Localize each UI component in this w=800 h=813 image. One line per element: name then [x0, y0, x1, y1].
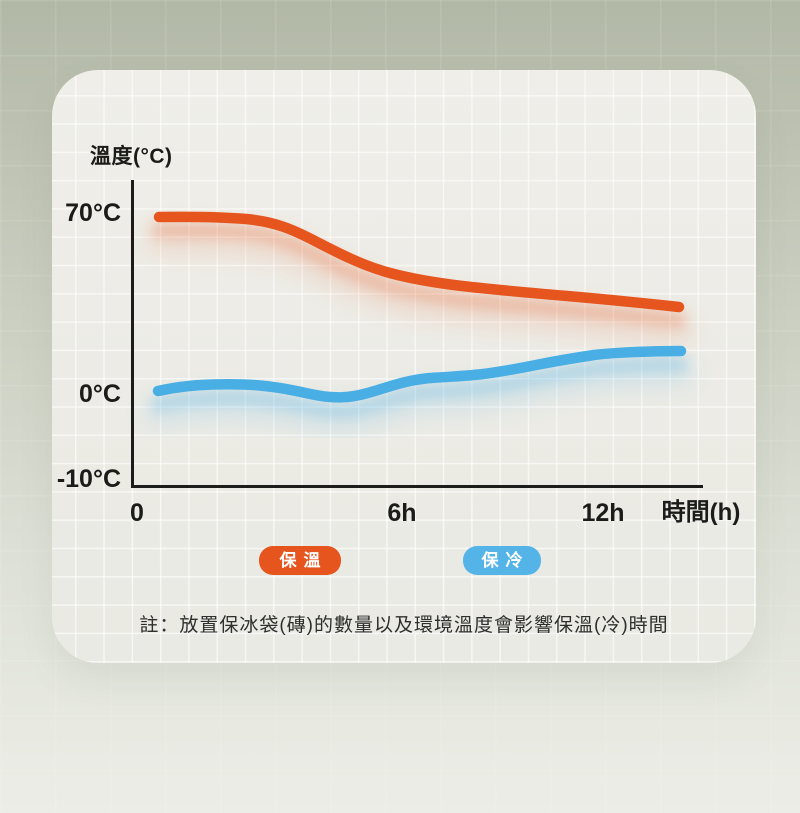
x-tick-6h: 6h	[387, 499, 417, 527]
y-tick-0c: 0°C	[79, 380, 121, 408]
warm-line-glow	[146, 222, 692, 342]
y-axis-line	[131, 180, 134, 487]
y-tick-70c: 70°C	[65, 199, 121, 227]
chart-card: 溫度(°C) 70°C 0°C -10°C 0 6h 12h 時	[52, 70, 756, 663]
cold-line-glow	[145, 357, 694, 433]
legend-badge-keep-warm: 保溫	[259, 546, 341, 575]
y-tick-m10c: -10°C	[56, 465, 121, 493]
x-tick-12h: 12h	[581, 499, 625, 527]
x-tick-0: 0	[130, 499, 144, 527]
legend-badge-keep-cold: 保冷	[463, 546, 541, 575]
y-axis-title: 溫度(°C)	[90, 145, 173, 168]
x-axis-title: 時間(h)	[661, 499, 741, 526]
x-axis-line	[131, 485, 703, 488]
footnote: 註：放置保冰袋(磚)的數量以及環境溫度會影響保溫(冷)時間	[139, 615, 669, 636]
warm-line	[153, 211, 685, 313]
cold-line	[152, 345, 687, 403]
